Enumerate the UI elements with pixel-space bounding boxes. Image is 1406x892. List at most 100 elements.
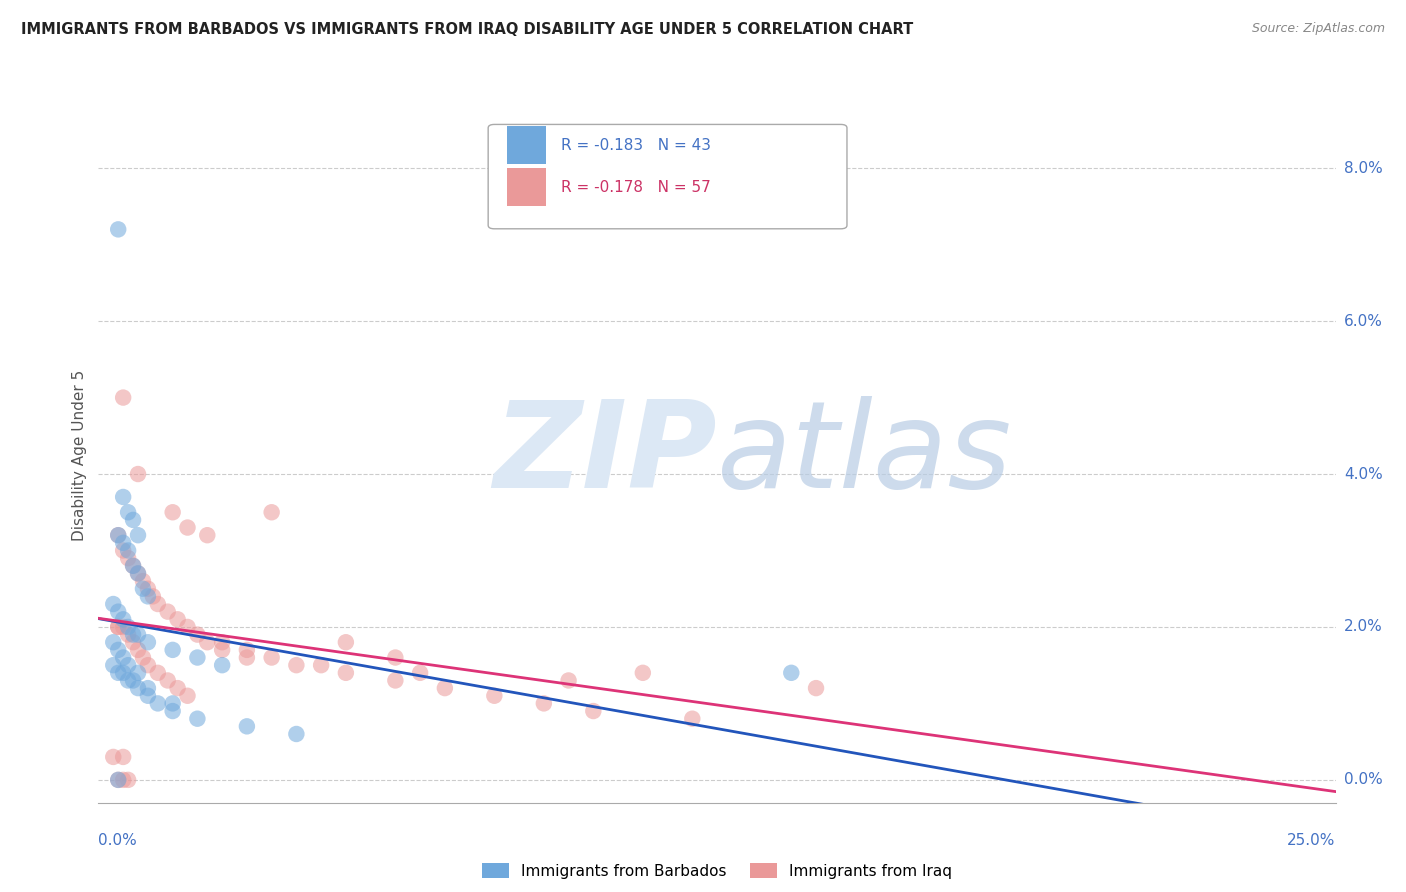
Point: [285, 727, 308, 741]
Point: [122, 558, 145, 573]
Point: [127, 467, 149, 481]
Point: [162, 704, 184, 718]
Point: [112, 772, 135, 787]
Text: Source: ZipAtlas.com: Source: ZipAtlas.com: [1251, 22, 1385, 36]
Point: [107, 772, 129, 787]
Point: [136, 689, 159, 703]
Y-axis label: Disability Age Under 5: Disability Age Under 5: [72, 369, 87, 541]
Point: [384, 650, 406, 665]
Bar: [506, 168, 547, 206]
Point: [236, 719, 259, 733]
Point: [122, 558, 145, 573]
Point: [117, 551, 139, 566]
Point: [186, 712, 208, 726]
Point: [127, 665, 149, 680]
Point: [211, 635, 233, 649]
Point: [103, 750, 125, 764]
Point: [156, 605, 179, 619]
Point: [107, 528, 129, 542]
Point: [136, 635, 159, 649]
Point: [804, 681, 827, 695]
Point: [112, 536, 135, 550]
Point: [117, 543, 139, 558]
Point: [117, 627, 139, 641]
Point: [132, 574, 155, 588]
Point: [117, 505, 139, 519]
Point: [122, 627, 145, 641]
Point: [112, 665, 135, 680]
Point: [484, 689, 506, 703]
Point: [107, 528, 129, 542]
Point: [107, 222, 129, 236]
Point: [780, 665, 803, 680]
Point: [122, 673, 145, 688]
Point: [409, 665, 432, 680]
Point: [309, 658, 332, 673]
Point: [112, 750, 135, 764]
Point: [127, 681, 149, 695]
Point: [146, 697, 169, 711]
Text: 2.0%: 2.0%: [1344, 619, 1382, 634]
Text: 4.0%: 4.0%: [1344, 467, 1382, 482]
Point: [127, 566, 149, 581]
Point: [112, 620, 135, 634]
Point: [142, 590, 165, 604]
Point: [631, 665, 654, 680]
Point: [186, 650, 208, 665]
Point: [107, 665, 129, 680]
Point: [146, 665, 169, 680]
Point: [122, 635, 145, 649]
Point: [107, 772, 129, 787]
Point: [103, 635, 125, 649]
Point: [127, 566, 149, 581]
Text: R = -0.183   N = 43: R = -0.183 N = 43: [561, 137, 711, 153]
Point: [162, 505, 184, 519]
Point: [162, 643, 184, 657]
Text: ZIP: ZIP: [494, 396, 717, 514]
Point: [166, 612, 188, 626]
Point: [681, 712, 703, 726]
Point: [335, 635, 357, 649]
Point: [112, 650, 135, 665]
Point: [166, 681, 188, 695]
Point: [533, 697, 555, 711]
Point: [107, 620, 129, 634]
Point: [136, 658, 159, 673]
Point: [136, 681, 159, 695]
Point: [112, 612, 135, 626]
Bar: [506, 126, 547, 164]
Point: [236, 643, 259, 657]
Point: [162, 697, 184, 711]
Point: [117, 673, 139, 688]
Point: [557, 673, 579, 688]
Point: [107, 620, 129, 634]
Point: [195, 528, 218, 542]
Point: [195, 635, 218, 649]
Point: [260, 505, 283, 519]
Point: [112, 543, 135, 558]
Point: [211, 643, 233, 657]
Point: [107, 643, 129, 657]
Text: IMMIGRANTS FROM BARBADOS VS IMMIGRANTS FROM IRAQ DISABILITY AGE UNDER 5 CORRELAT: IMMIGRANTS FROM BARBADOS VS IMMIGRANTS F…: [21, 22, 914, 37]
Point: [176, 689, 198, 703]
Point: [122, 513, 145, 527]
Point: [103, 597, 125, 611]
Text: R = -0.178   N = 57: R = -0.178 N = 57: [561, 179, 711, 194]
Text: 8.0%: 8.0%: [1344, 161, 1382, 176]
Point: [285, 658, 308, 673]
FancyBboxPatch shape: [488, 124, 846, 229]
Point: [384, 673, 406, 688]
Point: [117, 658, 139, 673]
Point: [211, 658, 233, 673]
Point: [146, 597, 169, 611]
Legend: Immigrants from Barbados, Immigrants from Iraq: Immigrants from Barbados, Immigrants fro…: [482, 863, 952, 879]
Point: [127, 643, 149, 657]
Point: [112, 391, 135, 405]
Point: [107, 605, 129, 619]
Point: [127, 627, 149, 641]
Point: [156, 673, 179, 688]
Point: [132, 582, 155, 596]
Point: [132, 650, 155, 665]
Text: 6.0%: 6.0%: [1344, 314, 1384, 328]
Text: 0.0%: 0.0%: [98, 833, 138, 848]
